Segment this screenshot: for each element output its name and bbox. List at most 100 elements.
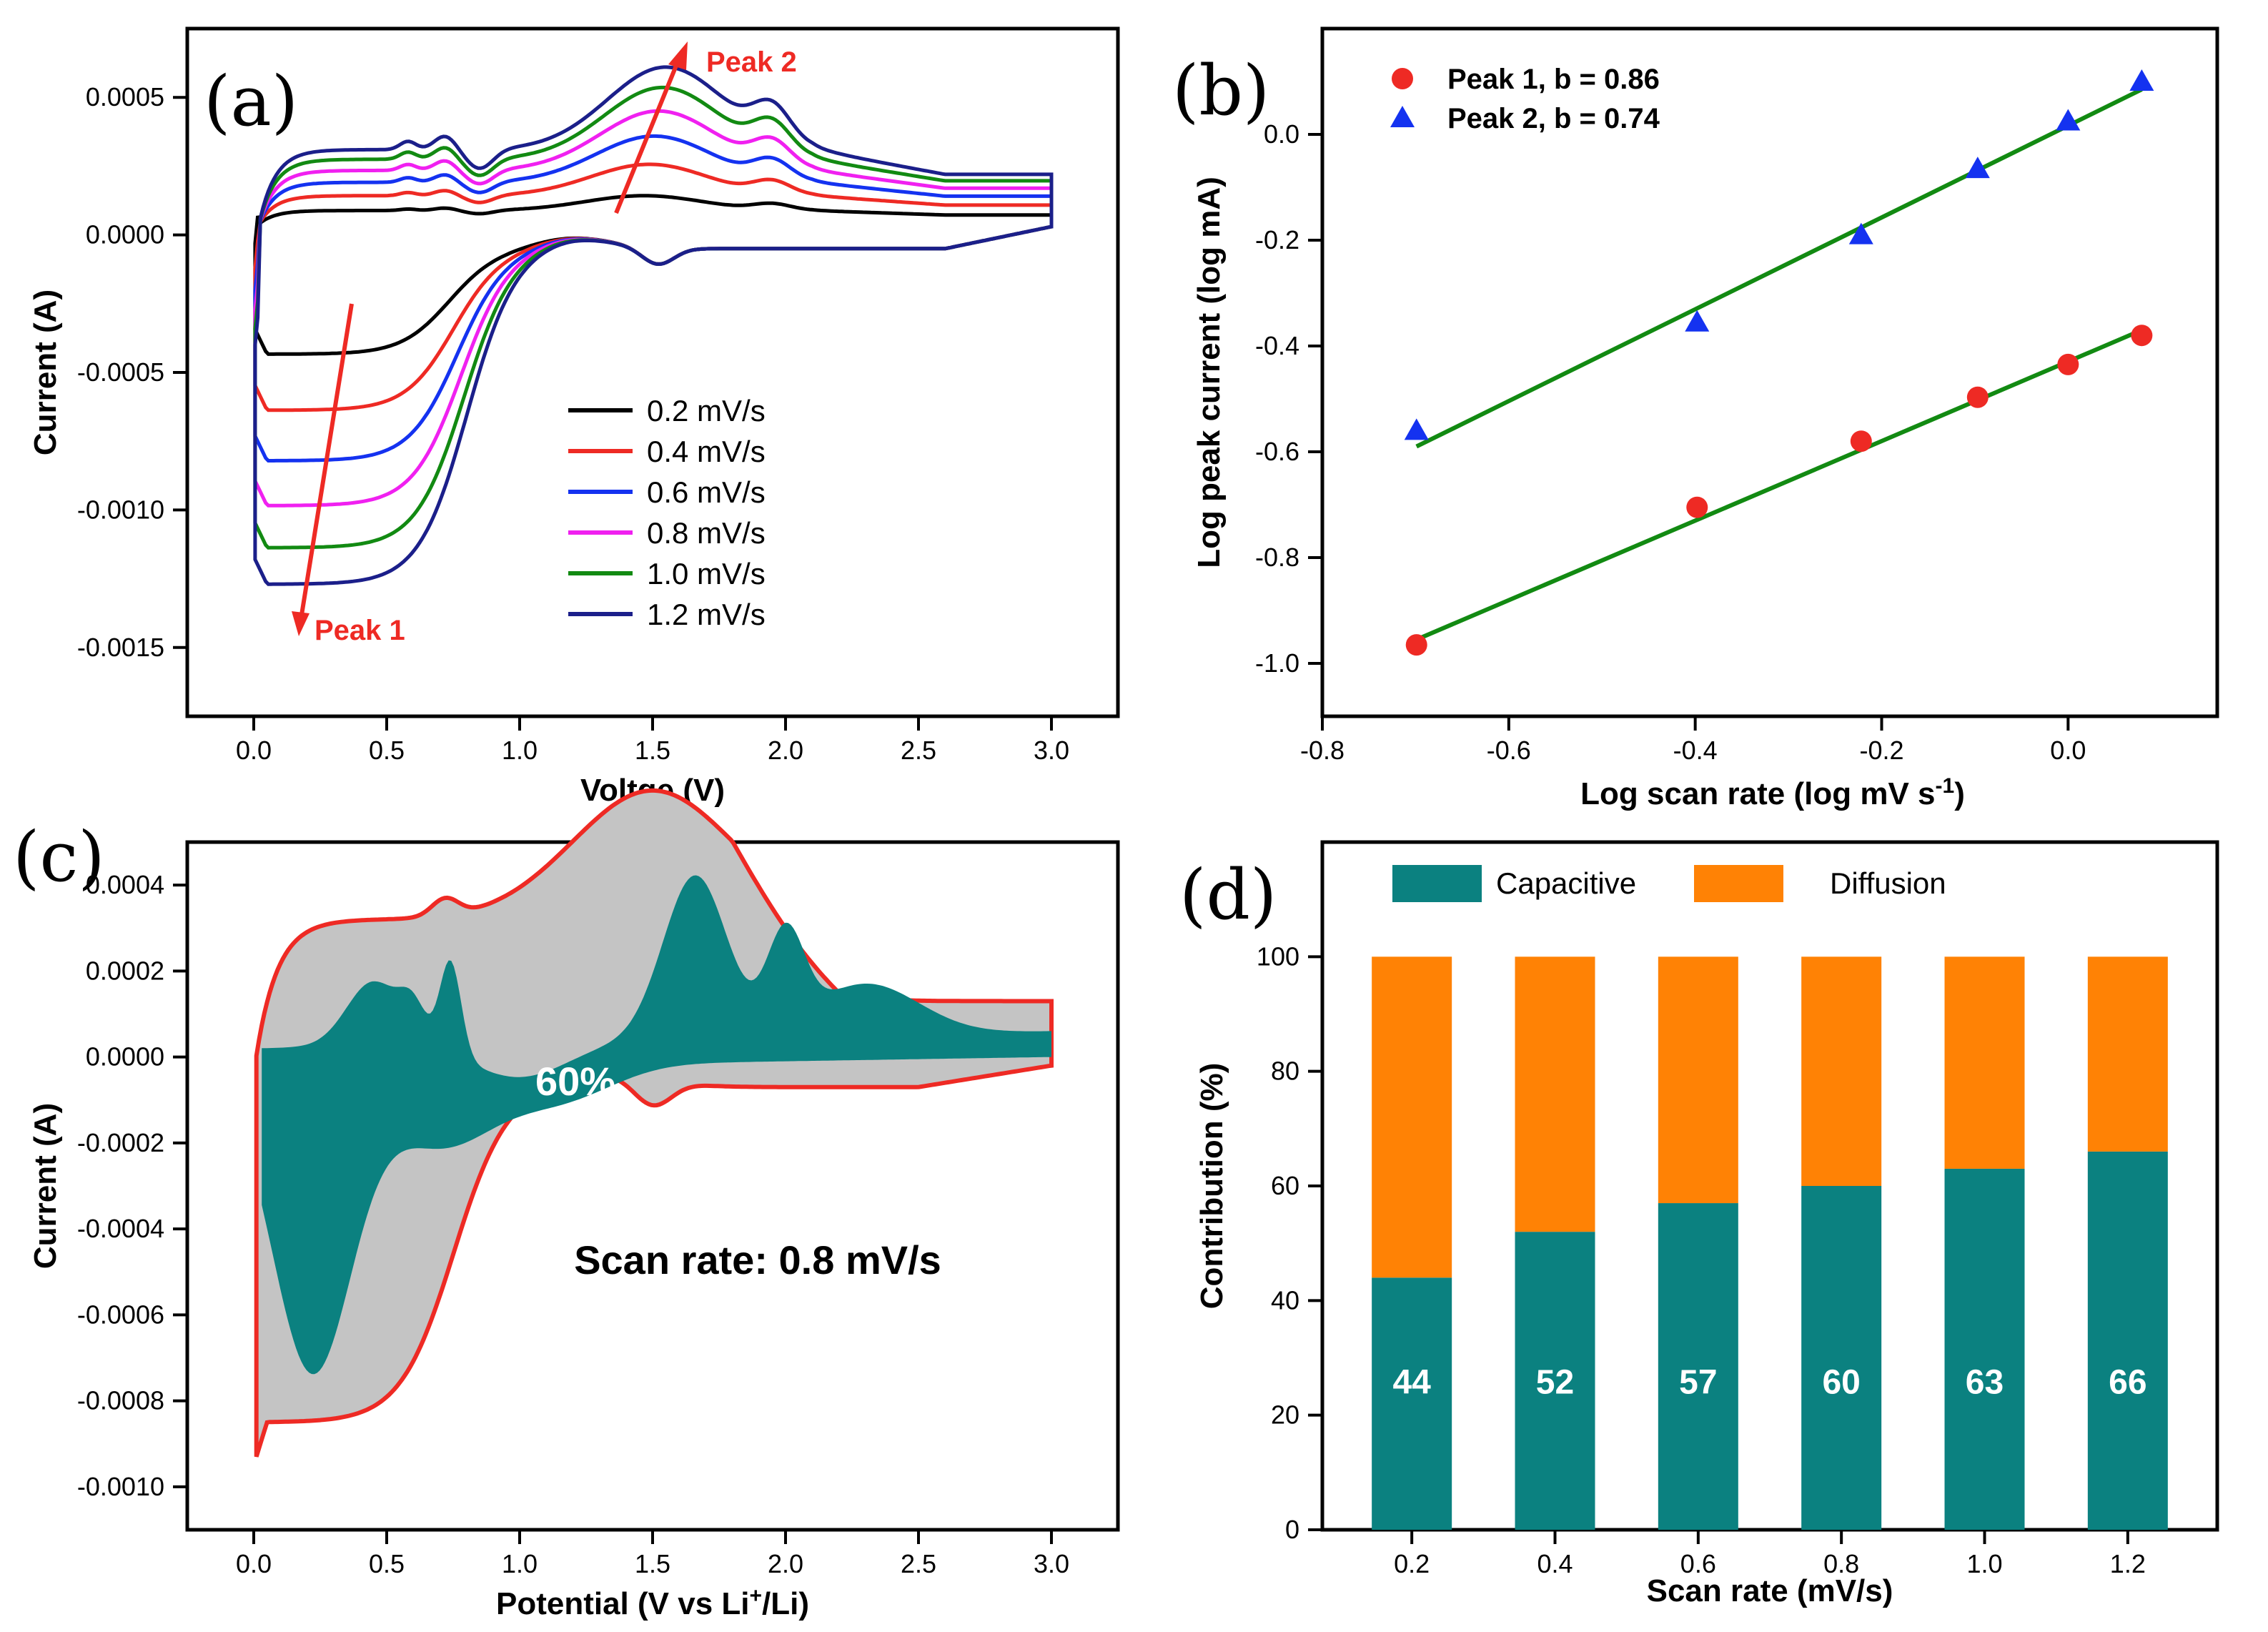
peak2-point (1404, 418, 1429, 440)
panel-b-y-ticks: 0.0 -0.2 -0.4 -0.6 -0.8 -1.0 (1255, 119, 1322, 678)
legend-label: 0.6 mV/s (647, 475, 766, 509)
x-tick-label: 0.0 (2050, 736, 2086, 765)
panel-d-letter: (d) (1179, 855, 1277, 935)
legend-label: 1.0 mV/s (647, 557, 766, 590)
peak1-arrowhead (292, 611, 310, 636)
peak1-point (1850, 430, 1872, 452)
capacitive-bar (2087, 1151, 2168, 1530)
peak2-point (1965, 157, 1990, 179)
x-tick-label: 0.5 (369, 1549, 405, 1578)
scan-rate-label: Scan rate: 0.8 mV/s (574, 1237, 941, 1282)
legend-triangle (1390, 106, 1415, 127)
y-tick-label: -0.2 (1255, 225, 1299, 254)
y-tick-label: -0.8 (1255, 543, 1299, 572)
bar-value-label: 57 (1679, 1364, 1717, 1402)
peak2-point (1848, 222, 1873, 244)
x-tick-label: 2.0 (768, 736, 803, 765)
y-tick-label: 0.0000 (86, 1042, 164, 1072)
capacitive-bar (1944, 1168, 2025, 1530)
panel-a-arrows: Peak 2 Peak 1 (292, 41, 797, 646)
x-tick-label: 3.0 (1034, 1549, 1069, 1578)
x-tick-label: 0.6 (1680, 1549, 1716, 1578)
y-tick-label: 0.0002 (86, 956, 164, 985)
diffusion-bar (1658, 956, 1738, 1204)
bar-value-label: 60 (1822, 1364, 1860, 1402)
panel-c-plot (254, 788, 1054, 1458)
peak1-point (1405, 634, 1427, 656)
legend-label: 0.4 mV/s (647, 435, 766, 468)
capacitive-percent: 60% (535, 1059, 615, 1104)
x-tick-label: 0.4 (1537, 1549, 1573, 1578)
panel-d-ylabel: Contribution (%) (1194, 1063, 1229, 1310)
x-tick-label: 0.2 (1394, 1549, 1430, 1578)
panel-a: (a) 0.0 0.5 1.0 1.5 2.0 2.5 3.0 0.0005 0.0000 -0… (28, 26, 1120, 808)
capacitive-bar (1801, 1186, 1882, 1530)
diffusion-bar (1944, 956, 2025, 1169)
peak1-arrow (299, 303, 354, 615)
peak1-point (2131, 325, 2153, 347)
y-tick-label: -0.0002 (77, 1128, 164, 1157)
diffusion-bar (2087, 956, 2168, 1152)
capacitive-bar (1515, 1232, 1595, 1530)
y-tick-label: -0.0010 (77, 1472, 164, 1501)
bar-value-label: 44 (1392, 1364, 1431, 1402)
x-tick-label: 2.5 (901, 736, 936, 765)
fit-line (1415, 87, 2143, 449)
bar-value-label: 52 (1536, 1364, 1574, 1402)
legend-label: 0.2 mV/s (647, 394, 766, 427)
panel-a-x-ticks: 0.0 0.5 1.0 1.5 2.0 2.5 3.0 (236, 716, 1069, 765)
y-tick-label: -0.0008 (77, 1386, 164, 1415)
peak2-point (2129, 69, 2154, 91)
x-tick-label: -0.6 (1487, 736, 1531, 765)
panel-a-ylabel: Current (A) (28, 290, 63, 455)
y-tick-label: 100 (1257, 941, 1299, 971)
bar-value-label: 63 (1966, 1364, 2004, 1402)
panel-c-letter: (c) (13, 817, 105, 897)
panel-c: (c) 0.0 0.5 1.0 1.5 2.0 2.5 3.0 0.00040.00020.… (13, 788, 1120, 1621)
legend-label: Capacitive (1496, 866, 1636, 900)
diffusion-bar (1372, 956, 1452, 1278)
panel-a-letter: (a) (204, 61, 298, 142)
x-tick-label: 1.0 (1966, 1549, 2002, 1578)
panel-b: (b) -0.8 -0.6 -0.4 -0.2 0.0 0.0-0.2-0.4-0.6-… (1172, 26, 2219, 811)
x-tick-label: 3.0 (1034, 736, 1069, 765)
panel-d-bars: 44 0.2 52 0.4 57 0.6 60 0.8 63 1.0 66 1.2 (1372, 956, 2168, 1578)
y-tick-label: 60 (1271, 1171, 1299, 1200)
y-tick-label: 0.0 (1264, 119, 1299, 149)
fit-line (1415, 328, 2143, 642)
x-tick-label: 1.0 (502, 1549, 538, 1578)
diffusion-bar (1801, 956, 1882, 1186)
legend-label: Diffusion (1830, 866, 1946, 900)
diffusion-bar (1515, 956, 1595, 1232)
y-tick-label: 80 (1271, 1057, 1299, 1086)
panel-c-x-ticks: 0.0 0.5 1.0 1.5 2.0 2.5 3.0 (236, 1530, 1069, 1578)
capacitive-area (262, 875, 1052, 1375)
panel-c-y-ticks: 0.0004 0.0002 0.0000 -0.0002 -0.0004 -0.0006 -… (77, 870, 187, 1501)
panel-b-plot (1404, 69, 2154, 656)
peak1-point (1686, 496, 1708, 518)
x-tick-label: 0.0 (236, 1549, 272, 1578)
y-tick-label: 0 (1285, 1515, 1299, 1544)
legend-swatch (1392, 865, 1482, 902)
peak2-label: Peak 2 (706, 46, 797, 78)
panel-c-ylabel: Current (A) (28, 1103, 63, 1269)
peak1-point (2057, 353, 2079, 375)
peak2-point (2056, 109, 2081, 131)
x-tick-label: 1.5 (635, 1549, 670, 1578)
cv-curve-2 (253, 162, 1054, 412)
panel-c-xlabel: Potential (V vs Li+/Li) (496, 1584, 809, 1621)
capacitive-bar (1658, 1203, 1738, 1530)
panel-b-letter: (b) (1172, 51, 1269, 131)
peak2-arrowhead (668, 41, 688, 70)
y-tick-label: 40 (1271, 1285, 1299, 1315)
y-tick-label: -0.0004 (77, 1214, 164, 1243)
legend-circle (1392, 68, 1413, 89)
panel-b-legend: Peak 1, b = 0.86 Peak 2, b = 0.74 (1390, 64, 1660, 134)
x-tick-label: -0.2 (1859, 736, 1903, 765)
legend-label: Peak 2, b = 0.74 (1447, 103, 1660, 134)
cv-curve-1 (253, 194, 1054, 356)
panel-d-frame (1320, 840, 2219, 1532)
y-tick-label: 0.0004 (86, 870, 164, 899)
peak2-arrow (614, 57, 681, 214)
peak2-point (1685, 310, 1710, 332)
